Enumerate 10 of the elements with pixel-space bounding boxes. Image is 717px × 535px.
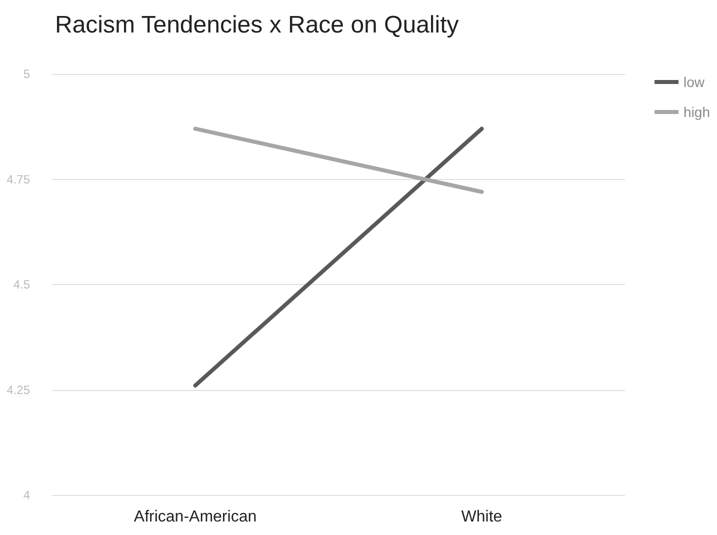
x-tick-label: African-American xyxy=(134,508,257,526)
y-tick-label: 4.25 xyxy=(6,382,30,397)
chart-title: Racism Tendencies x Race on Quality xyxy=(55,12,459,38)
y-tick-label: 5 xyxy=(23,67,30,81)
y-tick-label: 4.75 xyxy=(6,172,30,186)
legend-label: low xyxy=(684,74,706,90)
y-tick-label: 4.5 xyxy=(13,278,30,292)
y-tick-label: 4 xyxy=(23,488,30,502)
x-tick-label: White xyxy=(461,508,502,526)
legend-label: high xyxy=(684,104,710,120)
